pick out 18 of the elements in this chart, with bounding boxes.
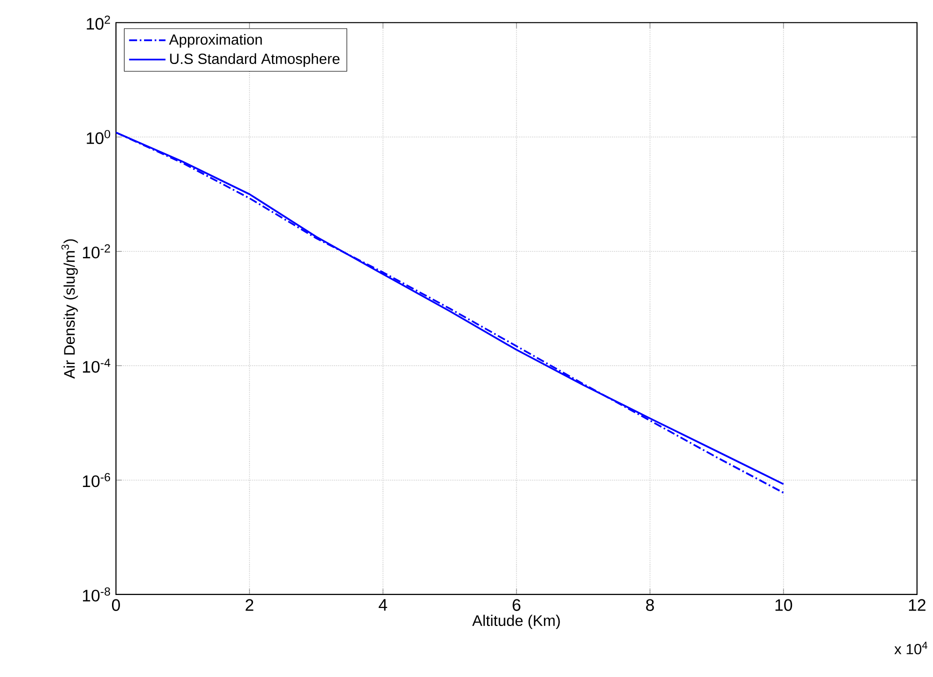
x-tick-label: 0 — [112, 599, 120, 611]
x-tick-label: 6 — [512, 599, 520, 611]
legend-label: U.S Standard Atmosphere — [170, 53, 340, 67]
y-tick-label: 10$^{-6}$ — [82, 472, 110, 488]
x-axis-title: Altitude (Km) — [472, 614, 560, 630]
x-tick-label: 12 — [909, 599, 926, 611]
y-tick-label: 10$^{-4}$ — [82, 358, 110, 373]
y-tick-label: 10$^{2}$ — [86, 16, 110, 30]
y-tick-label: 10$^{0}$ — [86, 130, 110, 144]
x-tick-label: 4 — [378, 599, 388, 611]
x-tick-label: 2 — [246, 599, 254, 611]
y-tick-label: 10$^{-8}$ — [82, 587, 110, 602]
legend-label: Approximation — [169, 34, 262, 48]
x-tick-label: 8 — [646, 599, 654, 611]
x-tick-label: 10 — [776, 599, 792, 611]
y-axis-title: Air Density (slug/m$^{3}$) — [61, 239, 78, 379]
text: x 10$^{4}$ — [894, 642, 928, 654]
y-tick-label: 10$^{-2}$ — [82, 244, 110, 258]
